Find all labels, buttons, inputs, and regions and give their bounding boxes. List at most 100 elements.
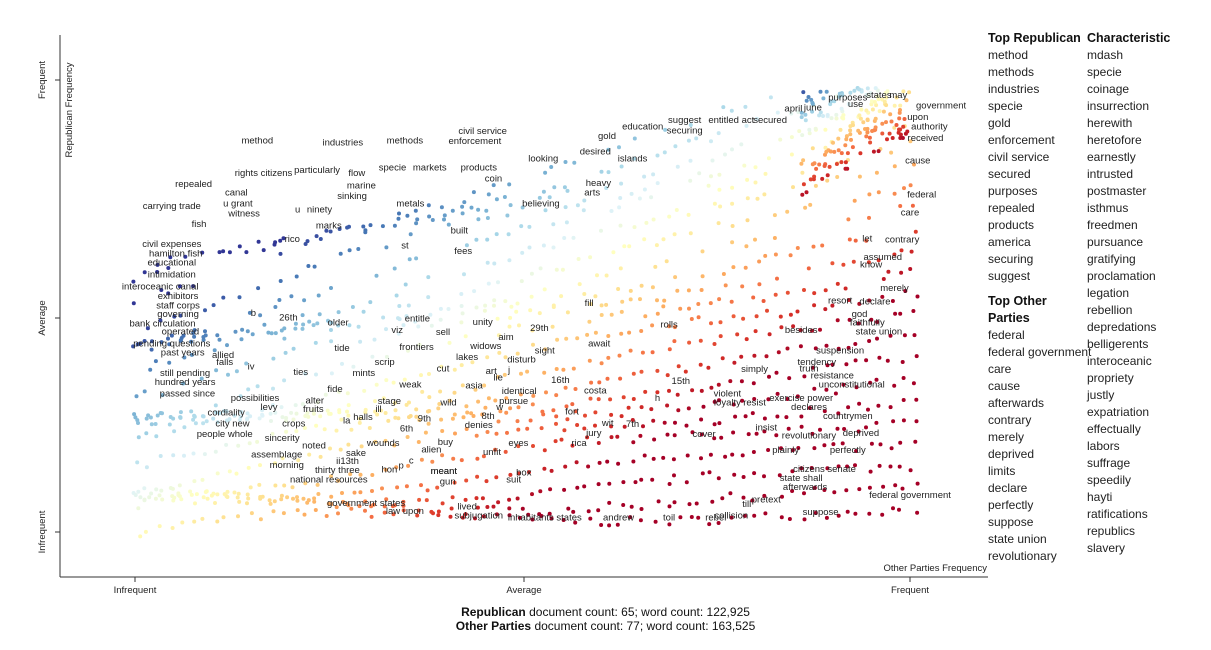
term-link[interactable]: merely	[988, 430, 1025, 444]
term-point[interactable]	[643, 314, 648, 319]
term-point[interactable]	[542, 448, 547, 453]
term-point[interactable]	[258, 313, 263, 318]
term-point[interactable]	[617, 353, 622, 358]
term-point[interactable]	[593, 294, 598, 299]
term-point[interactable]	[280, 456, 285, 461]
term-point[interactable]	[317, 312, 322, 317]
term-label[interactable]: government	[916, 101, 967, 112]
term-point[interactable]	[284, 429, 289, 434]
term-point[interactable]	[619, 164, 624, 169]
term-point[interactable]	[716, 221, 721, 226]
term-point[interactable]	[730, 240, 735, 245]
term-point[interactable]	[570, 443, 575, 448]
term-link[interactable]: revolutionary	[988, 549, 1057, 563]
term-point[interactable]	[753, 165, 758, 170]
term-point[interactable]	[665, 403, 670, 408]
term-point[interactable]	[257, 482, 262, 487]
term-label[interactable]: cause	[905, 156, 930, 167]
term-point[interactable]	[812, 291, 817, 296]
term-point[interactable]	[836, 411, 841, 416]
term-point[interactable]	[836, 136, 841, 141]
term-point[interactable]	[384, 378, 389, 383]
term-point[interactable]	[189, 352, 194, 357]
term-point[interactable]	[170, 494, 175, 499]
term-point[interactable]	[167, 342, 172, 347]
term-point[interactable]	[812, 485, 817, 490]
term-point[interactable]	[843, 160, 848, 165]
term-point[interactable]	[266, 330, 271, 335]
term-label[interactable]: past years	[161, 348, 205, 359]
term-point[interactable]	[553, 439, 558, 444]
term-point[interactable]	[311, 323, 316, 328]
term-point[interactable]	[493, 447, 498, 452]
term-point[interactable]	[494, 512, 499, 517]
term-point[interactable]	[818, 327, 822, 332]
term-point[interactable]	[787, 376, 792, 381]
term-point[interactable]	[796, 110, 801, 115]
term-point[interactable]	[136, 506, 141, 511]
term-point[interactable]	[561, 367, 566, 372]
term-point[interactable]	[517, 323, 521, 328]
term-point[interactable]	[575, 336, 580, 341]
term-point[interactable]	[300, 313, 305, 318]
term-point[interactable]	[745, 218, 750, 223]
term-point[interactable]	[452, 412, 457, 417]
term-point[interactable]	[742, 163, 747, 168]
term-link[interactable]: expatriation	[1087, 405, 1150, 419]
term-point[interactable]	[516, 444, 521, 449]
term-point[interactable]	[159, 288, 164, 292]
term-point[interactable]	[459, 320, 464, 325]
term-point[interactable]	[846, 298, 851, 302]
term-point[interactable]	[830, 362, 835, 367]
term-point[interactable]	[812, 303, 817, 308]
term-point[interactable]	[564, 220, 569, 225]
term-point[interactable]	[178, 313, 183, 318]
term-point[interactable]	[897, 116, 902, 121]
term-point[interactable]	[894, 95, 899, 100]
term-point[interactable]	[813, 511, 818, 515]
term-label[interactable]: education	[622, 122, 663, 133]
term-point[interactable]	[751, 295, 756, 300]
term-label[interactable]: sincerity	[265, 433, 300, 444]
term-point[interactable]	[898, 103, 903, 108]
term-point[interactable]	[429, 509, 434, 514]
term-label[interactable]: marine	[347, 181, 376, 192]
term-label[interactable]: rights citizens	[235, 168, 293, 179]
term-point[interactable]	[273, 410, 278, 415]
term-point[interactable]	[290, 485, 295, 490]
term-point[interactable]	[178, 415, 183, 420]
term-point[interactable]	[544, 390, 548, 395]
term-point[interactable]	[438, 389, 443, 394]
term-point[interactable]	[538, 266, 543, 271]
term-label[interactable]: interoceanic canal	[122, 281, 199, 292]
term-point[interactable]	[282, 483, 287, 488]
term-point[interactable]	[244, 250, 249, 255]
term-label[interactable]: fort	[565, 407, 579, 418]
term-point[interactable]	[160, 411, 164, 416]
term-point[interactable]	[438, 317, 443, 322]
term-label[interactable]: staff corps	[156, 300, 200, 311]
term-label[interactable]: deprived	[843, 428, 879, 439]
term-label[interactable]: older	[328, 317, 349, 328]
term-point[interactable]	[764, 354, 769, 359]
term-label[interactable]: ii13th	[336, 456, 359, 467]
term-point[interactable]	[797, 129, 802, 134]
term-point[interactable]	[131, 344, 136, 349]
term-point[interactable]	[415, 513, 420, 518]
term-point[interactable]	[406, 303, 411, 308]
term-point[interactable]	[328, 446, 332, 451]
term-point[interactable]	[336, 511, 340, 516]
term-point[interactable]	[836, 513, 841, 518]
term-point[interactable]	[672, 339, 677, 344]
term-point[interactable]	[525, 369, 530, 374]
term-point[interactable]	[416, 324, 421, 329]
term-point[interactable]	[763, 511, 768, 516]
term-point[interactable]	[148, 415, 153, 420]
term-label[interactable]: care	[901, 208, 919, 219]
term-point[interactable]	[620, 299, 625, 304]
term-point[interactable]	[673, 420, 677, 425]
term-point[interactable]	[843, 143, 848, 148]
term-point[interactable]	[453, 431, 457, 436]
term-point[interactable]	[234, 369, 239, 374]
term-point[interactable]	[200, 250, 205, 255]
